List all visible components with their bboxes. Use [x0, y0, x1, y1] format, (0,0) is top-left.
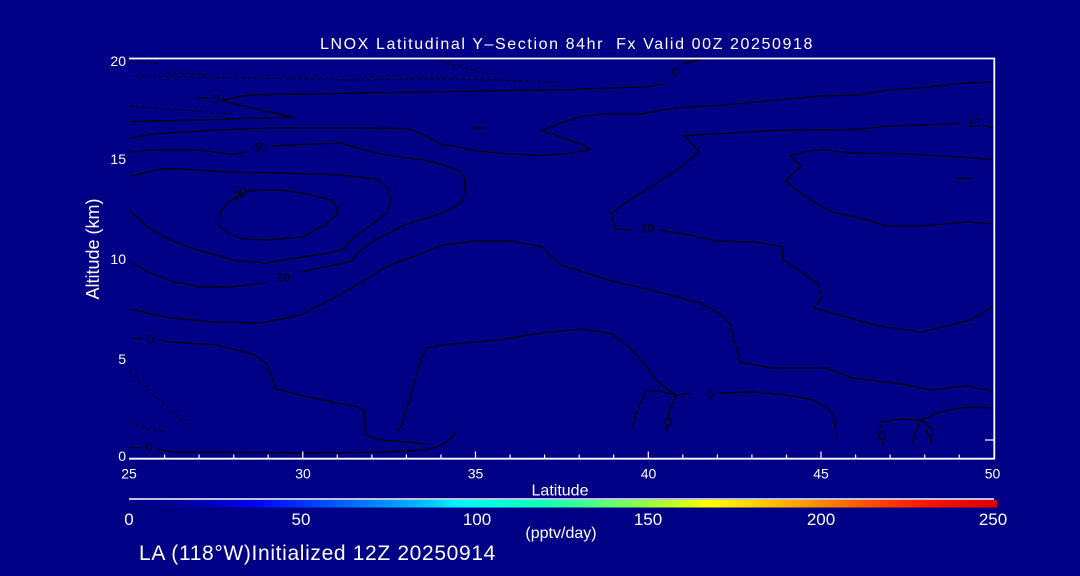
svg-text:10: 10 [276, 271, 290, 285]
svg-text:20: 20 [110, 53, 126, 69]
svg-text:10: 10 [253, 141, 267, 155]
svg-text:10: 10 [967, 116, 981, 130]
svg-text:200: 200 [807, 510, 835, 529]
svg-text:50: 50 [985, 466, 1001, 482]
svg-text:10: 10 [640, 222, 654, 236]
svg-text:LNOX Latitudinal Y–Section 84h: LNOX Latitudinal Y–Section 84hr Fx Valid… [320, 36, 814, 53]
svg-text:250: 250 [979, 510, 1007, 529]
svg-text:0: 0 [146, 441, 153, 455]
svg-text:150: 150 [634, 510, 662, 529]
svg-text:15: 15 [110, 151, 126, 167]
svg-text:20: 20 [231, 185, 249, 203]
svg-text:0: 0 [147, 333, 154, 347]
svg-text:40: 40 [641, 466, 657, 482]
svg-text:10: 10 [110, 251, 126, 267]
svg-text:0: 0 [124, 510, 133, 529]
svg-text:5: 5 [118, 351, 126, 367]
svg-text:Altitude (km): Altitude (km) [83, 198, 103, 299]
svg-text:0: 0 [118, 448, 126, 464]
svg-text:0: 0 [707, 388, 714, 402]
svg-text:Latitude: Latitude [532, 483, 589, 500]
svg-text:45: 45 [813, 466, 829, 482]
svg-text:35: 35 [468, 466, 484, 482]
svg-text:(pptv/day): (pptv/day) [525, 525, 596, 542]
svg-text:0: 0 [672, 65, 679, 79]
svg-text:50: 50 [292, 510, 311, 529]
svg-text:25: 25 [121, 466, 137, 482]
svg-text:30: 30 [295, 466, 311, 482]
svg-text:100: 100 [463, 510, 491, 529]
svg-text:0: 0 [213, 93, 220, 107]
svg-text:LA (118°W)Initialized 12Z 2025: LA (118°W)Initialized 12Z 20250914 [139, 542, 496, 565]
